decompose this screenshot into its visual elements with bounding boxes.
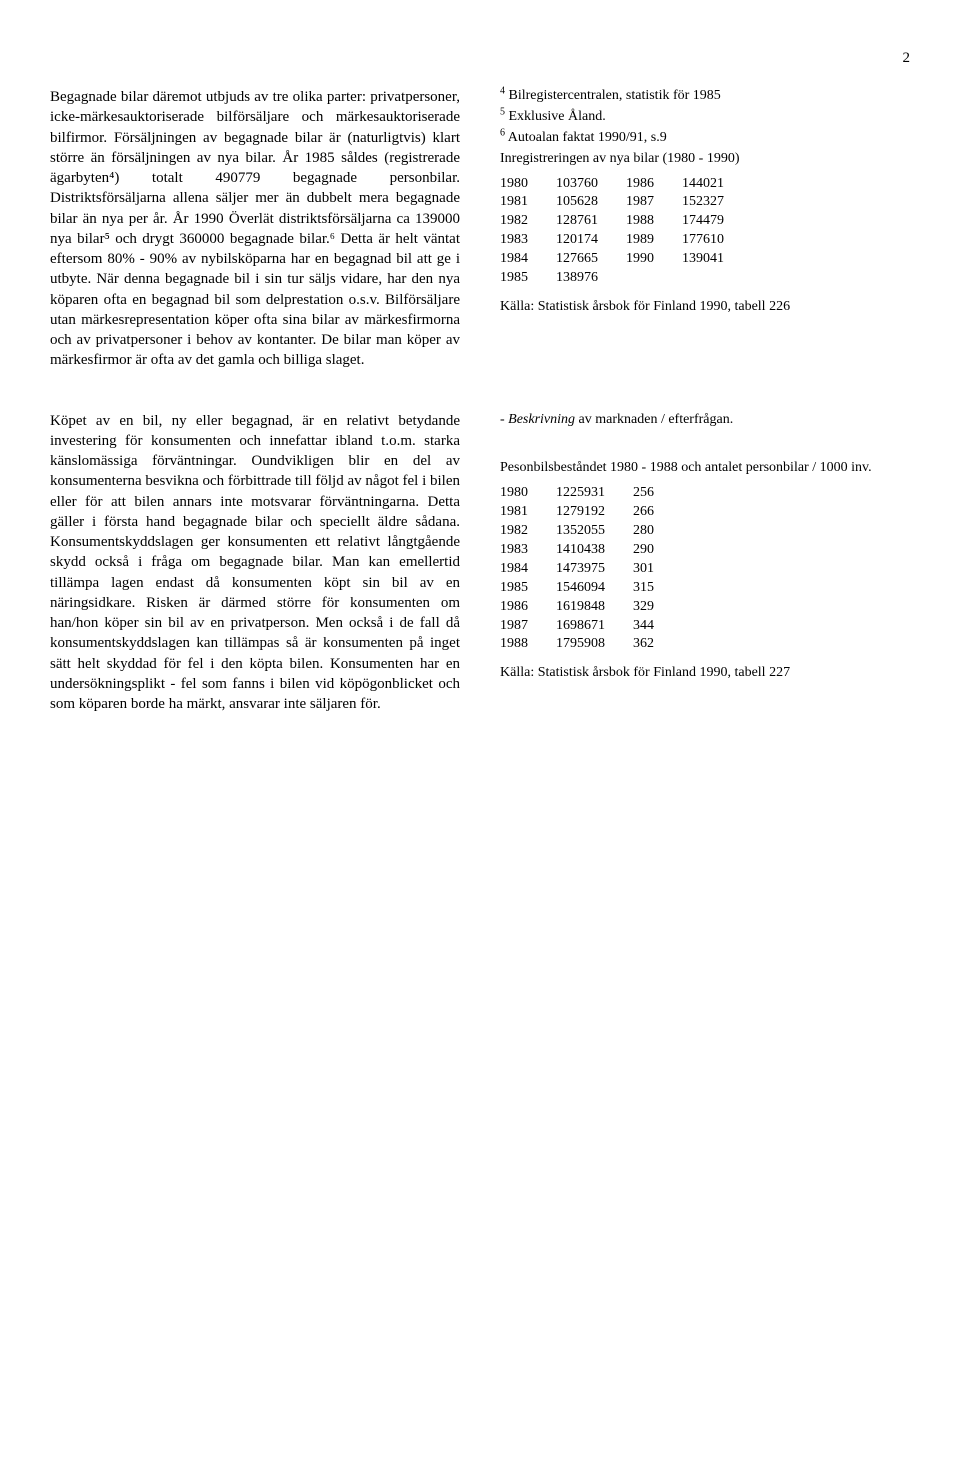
table-cell: 1984 bbox=[500, 560, 556, 579]
bottom-right-heading: - Beskrivning av marknaden / efterfrågan… bbox=[500, 411, 910, 430]
table-cell: 1982 bbox=[500, 522, 556, 541]
table-cell: 1698671 bbox=[556, 617, 633, 636]
table-row: 19841473975301 bbox=[500, 560, 682, 579]
table-row: 19831201741989177610 bbox=[500, 231, 752, 250]
table-cell: 1546094 bbox=[556, 579, 633, 598]
table-cell: 1985 bbox=[500, 579, 556, 598]
table-cell: 103760 bbox=[556, 175, 626, 194]
table-cell: 1981 bbox=[500, 503, 556, 522]
table-cell: 1982 bbox=[500, 212, 556, 231]
table-cell: 1795908 bbox=[556, 635, 633, 654]
footnote-6: Autoalan faktat 1990/91, s.9 bbox=[508, 130, 667, 145]
table-cell: 139041 bbox=[682, 250, 752, 269]
footnote-5: Exklusive Åland. bbox=[509, 109, 606, 124]
table-row: 19831410438290 bbox=[500, 541, 682, 560]
table-cell: 1988 bbox=[500, 635, 556, 654]
page-number: 2 bbox=[50, 50, 910, 67]
table-cell bbox=[626, 269, 682, 288]
table-row: 1985138976 bbox=[500, 269, 752, 288]
table-cell: 1983 bbox=[500, 231, 556, 250]
bottom-row: Köpet av en bil, ny eller begagnad, är e… bbox=[50, 411, 910, 715]
footnote-marker-5: 5 bbox=[500, 106, 505, 117]
table-cell: 1980 bbox=[500, 484, 556, 503]
table-row: 19841276651990139041 bbox=[500, 250, 752, 269]
table-cell: 128761 bbox=[556, 212, 626, 231]
table2: 1980122593125619811279192266198213520552… bbox=[500, 484, 682, 654]
table-cell: 1986 bbox=[626, 175, 682, 194]
table-cell: 1989 bbox=[626, 231, 682, 250]
table-row: 19881795908362 bbox=[500, 635, 682, 654]
table-cell: 329 bbox=[633, 598, 682, 617]
bottom-right-column: - Beskrivning av marknaden / efterfrågan… bbox=[500, 411, 910, 715]
table-cell: 127665 bbox=[556, 250, 626, 269]
table-row: 19801225931256 bbox=[500, 484, 682, 503]
table-cell: 1279192 bbox=[556, 503, 633, 522]
table-row: 19811056281987152327 bbox=[500, 193, 752, 212]
top-row: Begagnade bilar däremot utbjuds av tre o… bbox=[50, 87, 910, 371]
table-cell: 280 bbox=[633, 522, 682, 541]
table-row: 19811279192266 bbox=[500, 503, 682, 522]
table-cell: 1990 bbox=[626, 250, 682, 269]
table-cell: 174479 bbox=[682, 212, 752, 231]
table-cell: 1987 bbox=[500, 617, 556, 636]
table1-title: Inregistreringen av nya bilar (1980 - 19… bbox=[500, 150, 910, 169]
table2-title: Pesonbilsbeståndet 1980 - 1988 och antal… bbox=[500, 459, 910, 478]
table-row: 19801037601986144021 bbox=[500, 175, 752, 194]
footnotes: 4 Bilregistercentralen, statistik för 19… bbox=[500, 87, 910, 148]
heading-italic: - Beskrivning bbox=[500, 412, 575, 427]
bottom-left-paragraph: Köpet av en bil, ny eller begagnad, är e… bbox=[50, 411, 460, 715]
table2-source: Källa: Statistisk årsbok för Finland 199… bbox=[500, 664, 910, 683]
table-cell: 315 bbox=[633, 579, 682, 598]
table-cell: 1981 bbox=[500, 193, 556, 212]
table-cell: 138976 bbox=[556, 269, 626, 288]
table-row: 19871698671344 bbox=[500, 617, 682, 636]
table-cell: 1473975 bbox=[556, 560, 633, 579]
table-cell: 177610 bbox=[682, 231, 752, 250]
footnote-4: Bilregistercentralen, statistik för 1985 bbox=[509, 88, 721, 103]
table-row: 19861619848329 bbox=[500, 598, 682, 617]
table-cell: 362 bbox=[633, 635, 682, 654]
top-right-column: 4 Bilregistercentralen, statistik för 19… bbox=[500, 87, 910, 371]
table-cell: 152327 bbox=[682, 193, 752, 212]
table-cell: 290 bbox=[633, 541, 682, 560]
table-cell: 1410438 bbox=[556, 541, 633, 560]
footnote-marker-4: 4 bbox=[500, 85, 505, 96]
heading-rest: av marknaden / efterfrågan. bbox=[575, 412, 733, 427]
table-cell: 1225931 bbox=[556, 484, 633, 503]
table-cell: 1983 bbox=[500, 541, 556, 560]
table-cell: 1980 bbox=[500, 175, 556, 194]
footnote-marker-6: 6 bbox=[500, 127, 505, 138]
table-cell: 1986 bbox=[500, 598, 556, 617]
table-row: 19821352055280 bbox=[500, 522, 682, 541]
table-cell: 1352055 bbox=[556, 522, 633, 541]
table-cell: 105628 bbox=[556, 193, 626, 212]
table-row: 19821287611988174479 bbox=[500, 212, 752, 231]
table-cell: 1987 bbox=[626, 193, 682, 212]
table-cell: 144021 bbox=[682, 175, 752, 194]
table-cell: 1619848 bbox=[556, 598, 633, 617]
table-cell: 301 bbox=[633, 560, 682, 579]
table-cell: 1985 bbox=[500, 269, 556, 288]
table-cell: 120174 bbox=[556, 231, 626, 250]
table1-source: Källa: Statistisk årsbok för Finland 199… bbox=[500, 298, 910, 317]
table-cell: 1988 bbox=[626, 212, 682, 231]
table-cell bbox=[682, 269, 752, 288]
table-cell: 266 bbox=[633, 503, 682, 522]
table-cell: 256 bbox=[633, 484, 682, 503]
table-cell: 1984 bbox=[500, 250, 556, 269]
table1: 1980103760198614402119811056281987152327… bbox=[500, 175, 752, 288]
table-row: 19851546094315 bbox=[500, 579, 682, 598]
table-cell: 344 bbox=[633, 617, 682, 636]
top-left-paragraph: Begagnade bilar däremot utbjuds av tre o… bbox=[50, 87, 460, 371]
